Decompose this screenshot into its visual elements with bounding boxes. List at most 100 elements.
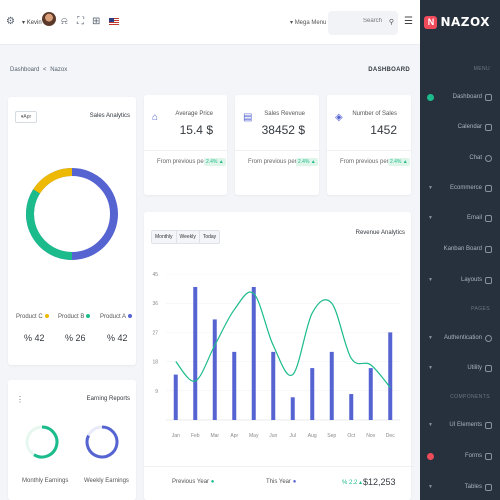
legend-dot (128, 314, 133, 318)
fullscreen-icon[interactable]: ⛶ (77, 16, 84, 27)
period-select[interactable]: ▾ Apr (15, 111, 37, 123)
sidebar-item-calendar[interactable]: Calendar (420, 121, 500, 133)
legend-value-product-a: % 42 (107, 333, 128, 343)
divider (144, 150, 227, 151)
chevron-down-icon: ▼ (428, 335, 433, 341)
card-title: Revenue Analytics (355, 230, 405, 236)
legend-label: This Year (266, 479, 292, 485)
legend-label: Previous Year (172, 479, 210, 485)
tools-icon (485, 364, 492, 372)
divider (144, 466, 415, 467)
layout-icon (485, 276, 492, 284)
stat-label: Sales Revenue (264, 111, 305, 117)
menu-section-title: MENU (473, 66, 490, 72)
stat-label: Average Price (175, 111, 213, 117)
period-tabs: Monthly Weekly Today (151, 230, 221, 244)
y-tick-label: 36 (152, 301, 158, 307)
chevron-down-icon: ▼ (428, 185, 433, 191)
bar (232, 351, 237, 420)
x-tick-label: Oct (347, 433, 355, 439)
user-dropdown[interactable]: ▾ Kevin (22, 20, 42, 26)
more-vertical-icon[interactable]: ⋮ (16, 395, 24, 404)
brand-logo[interactable]: N NAZOX (424, 14, 490, 30)
tab-monthly[interactable]: Monthly (152, 231, 177, 243)
sidebar-item-ecommerce[interactable]: ▼ Ecommerce (420, 182, 500, 194)
monthly-earnings-label: Monthly Earnings (22, 478, 69, 484)
search-input[interactable] (332, 18, 382, 24)
user-name: Kevin (26, 20, 42, 26)
sidebar-item-utility[interactable]: ▼ Utility (420, 362, 500, 374)
divider (235, 150, 319, 151)
pages-section-title: PAGES (471, 306, 490, 312)
sidebar-item-kanban-board[interactable]: Kanban Board (420, 243, 500, 255)
x-tick-label: Nov (366, 433, 375, 439)
sidebar-item-label: Forms (465, 453, 482, 459)
card-title: Earning Reports (86, 396, 130, 402)
legend-dot (86, 314, 91, 318)
card-title: Sales Analytics (89, 113, 130, 119)
mail-icon (485, 214, 492, 222)
briefcase-icon: ⌂ (152, 112, 159, 123)
donut-chart (26, 168, 118, 260)
bar (251, 286, 256, 420)
sidebar-item-label: Calendar (457, 124, 482, 130)
legend-label: Product C (16, 314, 43, 320)
legend-dot-icon: ● (210, 479, 215, 485)
search-icon[interactable]: ⚲ (388, 19, 394, 26)
search-bar: ⚲ (328, 11, 398, 35)
bar (271, 351, 276, 420)
earning-reports-card: ⋮ Earning Reports (8, 380, 136, 500)
sidebar: N NAZOX MENU PAGES COMPONENTS Dashboard … (420, 0, 500, 500)
language-flag-icon[interactable] (109, 18, 119, 25)
mega-menu-dropdown[interactable]: ▾ Mega Menu (290, 20, 327, 26)
sidebar-item-email[interactable]: ▼ Email (420, 212, 500, 224)
sidebar-item-dashboard[interactable]: Dashboard (420, 91, 500, 103)
period-value: Apr (23, 114, 32, 120)
breadcrumb-dashboard[interactable]: Dashboard (10, 67, 40, 73)
y-tick-label: 9 (155, 389, 158, 395)
logo-icon: N (424, 15, 438, 29)
sidebar-item-tables[interactable]: ▼ Tables (420, 481, 500, 493)
sidebar-item-chat[interactable]: Chat (420, 152, 500, 164)
tab-weekly[interactable]: Weekly (177, 231, 200, 243)
bar (193, 286, 198, 420)
stat-card-sales-revenue: ▤ Sales Revenue 38452 $ From previous pe… (235, 95, 319, 195)
stat-card-average-price: ⌂ Average Price 15.4 $ From previous per… (144, 95, 227, 195)
stat-period-label: From previous period (340, 159, 397, 165)
apps-grid-icon[interactable]: ⊞ (92, 16, 101, 27)
revenue-change: % 2.2 ▴ (342, 480, 363, 486)
sidebar-item-forms[interactable]: Forms (420, 450, 500, 462)
donut-segment-product-b (26, 189, 73, 260)
bar (212, 319, 217, 420)
stat-change-badge: 2.4% ▲ (388, 158, 410, 166)
bar (368, 368, 373, 420)
stat-period-label: From previous period (157, 159, 214, 165)
weekly-gauge-fill (85, 425, 119, 459)
x-tick-label: Feb (191, 433, 200, 439)
breadcrumb: Dashboard < Nazox (10, 67, 67, 73)
series-line (175, 291, 391, 388)
sidebar-item-label: Authentication (443, 335, 482, 341)
chevron-down-icon: ▼ (428, 215, 433, 221)
topbar: ⚙ ▾ Kevin ⍾ ⛶ ⊞ ▾ Mega Menu ⚲ ☰ (0, 0, 420, 45)
tab-today[interactable]: Today (202, 234, 217, 240)
store-icon: ▤ (243, 112, 253, 123)
legend-product-c: Product C (16, 314, 49, 320)
monthly-gauge-fill (33, 425, 59, 459)
page-title: DASHBOARD (368, 67, 410, 73)
new-badge (427, 93, 434, 101)
sales-analytics-card: ▾ Apr Sales Analytics (8, 97, 136, 365)
settings-icon[interactable]: ⚙ (6, 16, 15, 27)
stat-card-number-of-sales: ◈ Number of Sales 1452 From previous per… (327, 95, 411, 195)
sidebar-item-layouts[interactable]: ▼ Layouts (420, 274, 500, 286)
menu-toggle-icon[interactable]: ☰ (404, 16, 413, 27)
sidebar-item-authentication[interactable]: ▼ Authentication (420, 332, 500, 344)
sidebar-item-label: Utility (467, 365, 482, 371)
bell-icon[interactable]: ⍾ (61, 16, 68, 27)
legend-label: Product A (100, 314, 127, 320)
legend-previous-year: Previous Year ● (172, 479, 214, 485)
legend-product-a: Product A (100, 314, 133, 320)
sidebar-item-ui-elements[interactable]: ▼ UI Elements (420, 419, 500, 431)
chevron-down-icon: ▼ (428, 422, 433, 428)
avatar[interactable] (42, 12, 56, 26)
